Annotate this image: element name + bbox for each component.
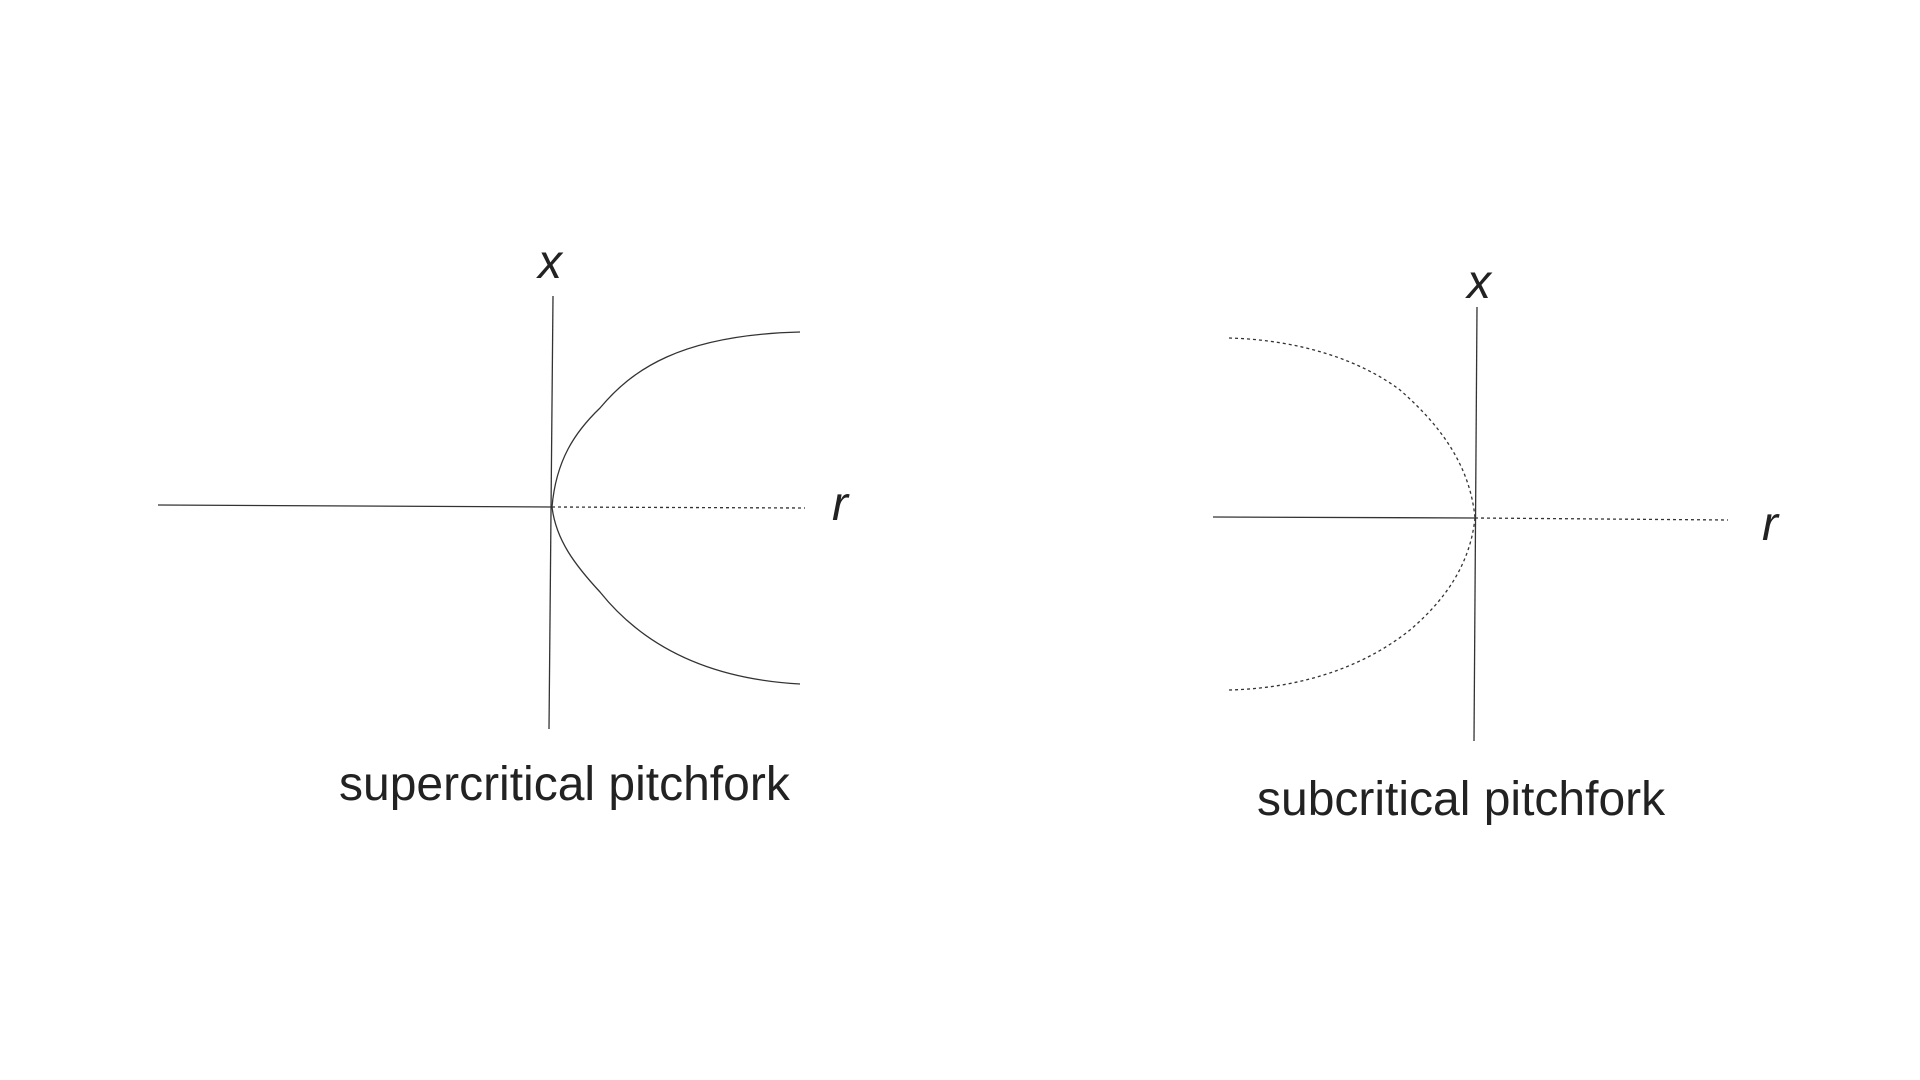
sub-caption: subcritical pitchfork bbox=[1257, 773, 1666, 826]
sub-lower-unstable-branch bbox=[1228, 517, 1476, 691]
sub-upper-unstable-branch bbox=[1228, 337, 1476, 519]
super-r-axis-label: r bbox=[832, 478, 850, 531]
super-x-axis bbox=[548, 295, 554, 730]
super-lower-stable-branch bbox=[551, 506, 801, 685]
super-x-axis-label: x bbox=[536, 236, 564, 289]
sub-r-axis-label: r bbox=[1762, 498, 1780, 551]
subcritical-diagram: x r subcritical pitchfork bbox=[1212, 256, 1780, 826]
sub-r-axis-stable bbox=[1212, 516, 1476, 519]
sub-r-axis-unstable bbox=[1474, 517, 1729, 521]
super-upper-stable-branch bbox=[551, 331, 801, 508]
sub-x-axis-label: x bbox=[1465, 256, 1493, 309]
supercritical-diagram: x r supercritical pitchfork bbox=[157, 236, 850, 811]
sub-x-axis bbox=[1473, 306, 1478, 742]
super-caption: supercritical pitchfork bbox=[339, 758, 791, 811]
super-r-axis-unstable bbox=[551, 506, 806, 509]
super-r-axis-stable bbox=[157, 504, 553, 508]
